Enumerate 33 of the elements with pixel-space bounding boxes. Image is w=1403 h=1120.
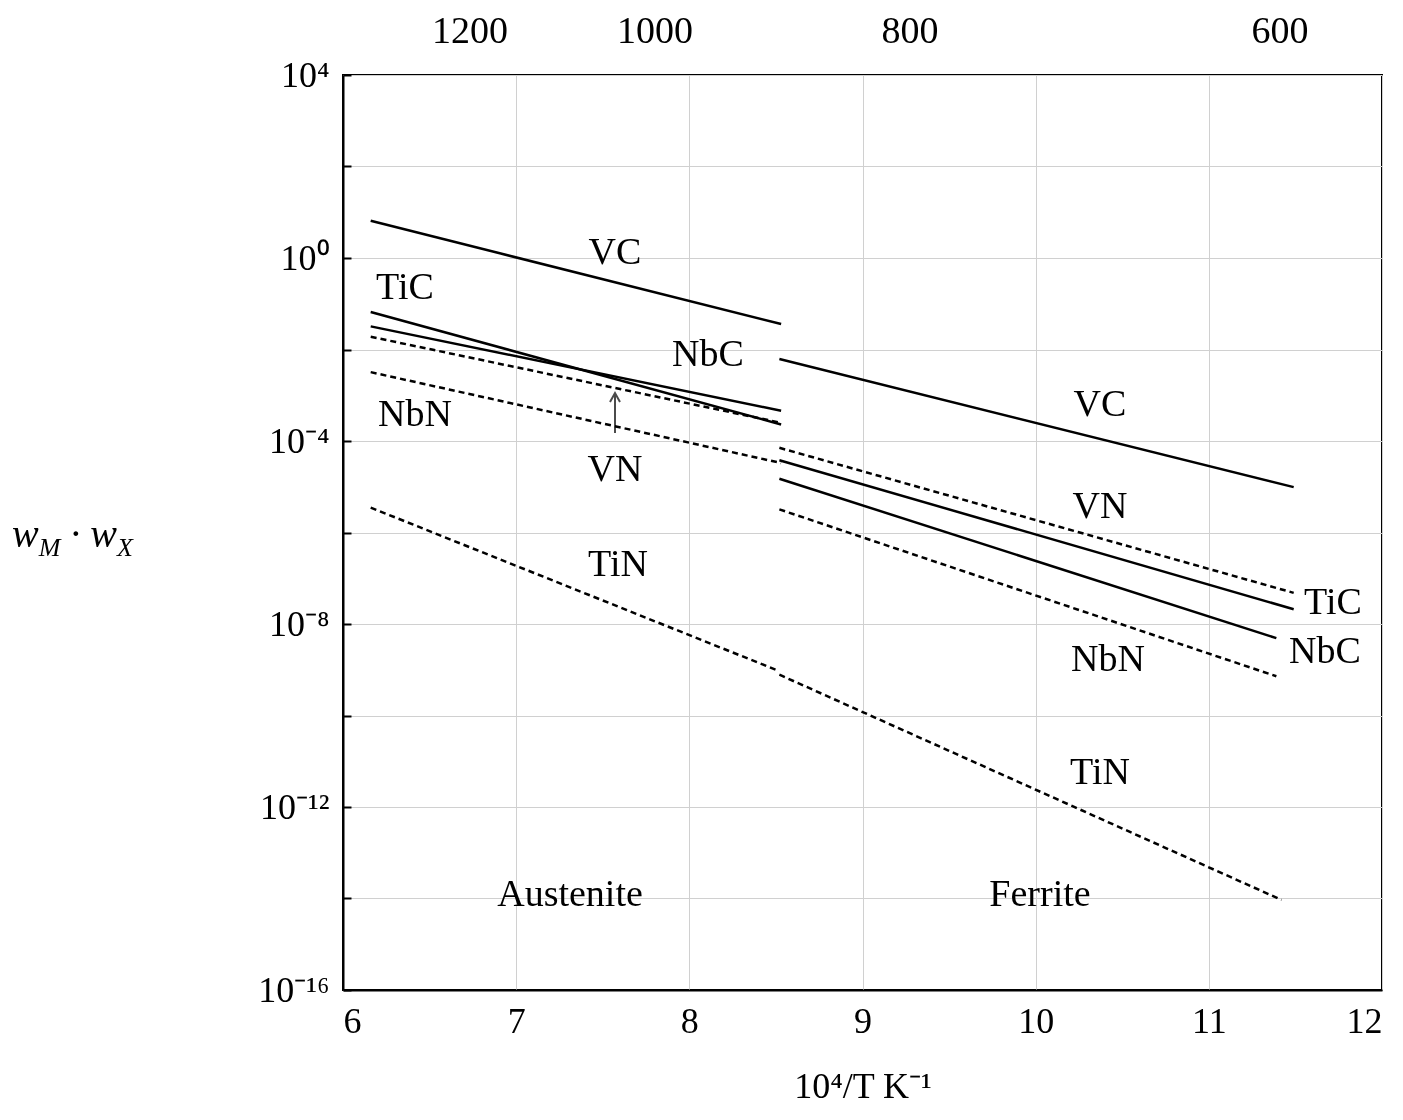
annotation: VN [587,447,643,489]
annotation: NbC [672,332,744,374]
x-tick-label: 6 [343,1000,362,1041]
annotation: TiN [588,542,648,584]
annotation: TiN [1070,750,1130,792]
annotation: VC [1073,382,1127,424]
annotation: Austenite [497,872,643,914]
text: 1200 [432,9,508,51]
y-tick-label: 10⁴ [280,54,330,95]
x-axis-title: 10⁴/T K⁻¹ [794,1065,932,1106]
annotation: NbC [1289,629,1361,671]
x-tick-label: 7 [507,1000,526,1041]
annotation: TiC [376,265,434,307]
x-tick-label: 9 [854,1000,872,1041]
y-tick-label: 10⁻¹⁶ [258,969,330,1010]
annotation: VN [1072,484,1128,526]
y-tick-label: 10⁻⁸ [268,603,330,644]
x-tick-label: 12 [1346,1000,1383,1041]
annotation: NbN [1071,637,1145,679]
text: 600 [1251,9,1309,51]
annotation: Ferrite [989,872,1091,914]
annotation: VC [588,230,642,272]
y-axis-title: w$_{M}$ · w$_{X}$ [12,510,133,563]
annotation: NbN [378,392,452,434]
x-tick-label: 8 [680,1000,699,1041]
x-tick-label: 10 [1018,1000,1055,1041]
y-tick-label: 10⁰ [280,237,330,278]
y-tick-label: 10⁻⁴ [268,420,330,461]
text: 1000 [617,9,693,51]
annotation: TiC [1304,580,1362,622]
x-tick-label: 11 [1192,1000,1227,1041]
text: 800 [881,9,939,51]
y-tick-label: 10⁻¹² [259,786,330,827]
